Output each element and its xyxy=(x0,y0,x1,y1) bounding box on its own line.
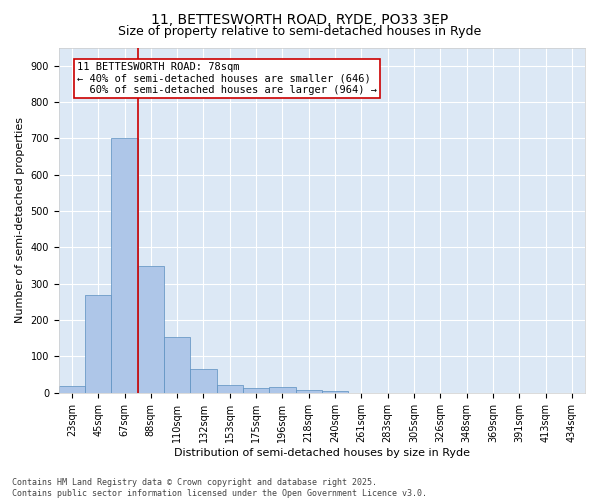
Bar xyxy=(322,392,348,393)
Bar xyxy=(296,390,322,393)
X-axis label: Distribution of semi-detached houses by size in Ryde: Distribution of semi-detached houses by … xyxy=(174,448,470,458)
Text: 11, BETTESWORTH ROAD, RYDE, PO33 3EP: 11, BETTESWORTH ROAD, RYDE, PO33 3EP xyxy=(151,12,449,26)
Bar xyxy=(217,385,243,393)
Text: Contains HM Land Registry data © Crown copyright and database right 2025.
Contai: Contains HM Land Registry data © Crown c… xyxy=(12,478,427,498)
Bar xyxy=(243,388,269,393)
Bar xyxy=(112,138,138,393)
Bar xyxy=(85,294,112,393)
Bar xyxy=(59,386,85,393)
Text: 11 BETTESWORTH ROAD: 78sqm
← 40% of semi-detached houses are smaller (646)
  60%: 11 BETTESWORTH ROAD: 78sqm ← 40% of semi… xyxy=(77,62,377,95)
Bar xyxy=(269,388,296,393)
Text: Size of property relative to semi-detached houses in Ryde: Size of property relative to semi-detach… xyxy=(118,25,482,38)
Bar xyxy=(164,336,190,393)
Bar xyxy=(138,266,164,393)
Y-axis label: Number of semi-detached properties: Number of semi-detached properties xyxy=(15,117,25,323)
Bar xyxy=(190,369,217,393)
